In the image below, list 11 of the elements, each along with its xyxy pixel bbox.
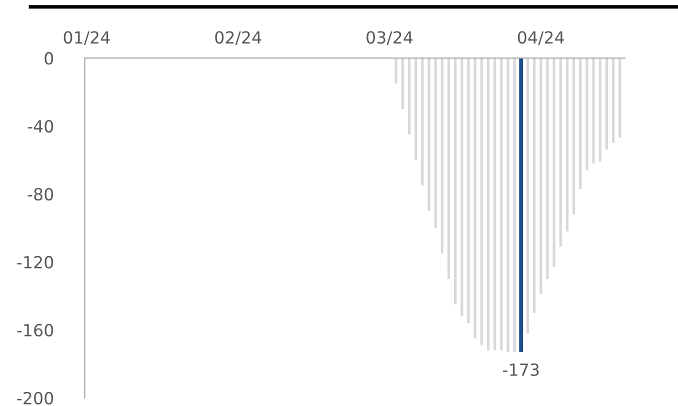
x-tick-label: 01/24 (64, 31, 110, 46)
y-tick-label: -80 (28, 188, 54, 201)
y-tick-label: -120 (17, 256, 54, 269)
y-tick-label: -40 (28, 120, 54, 133)
y-tick-label: -200 (17, 392, 54, 404)
data-label: -173 (503, 363, 539, 376)
x-tick-label: 02/24 (215, 31, 262, 46)
x-tick-label: 04/24 (518, 31, 564, 46)
x-tick-label: 03/24 (366, 31, 413, 46)
y-tick-label: 0 (44, 52, 54, 65)
y-tick-label: -160 (17, 324, 54, 336)
